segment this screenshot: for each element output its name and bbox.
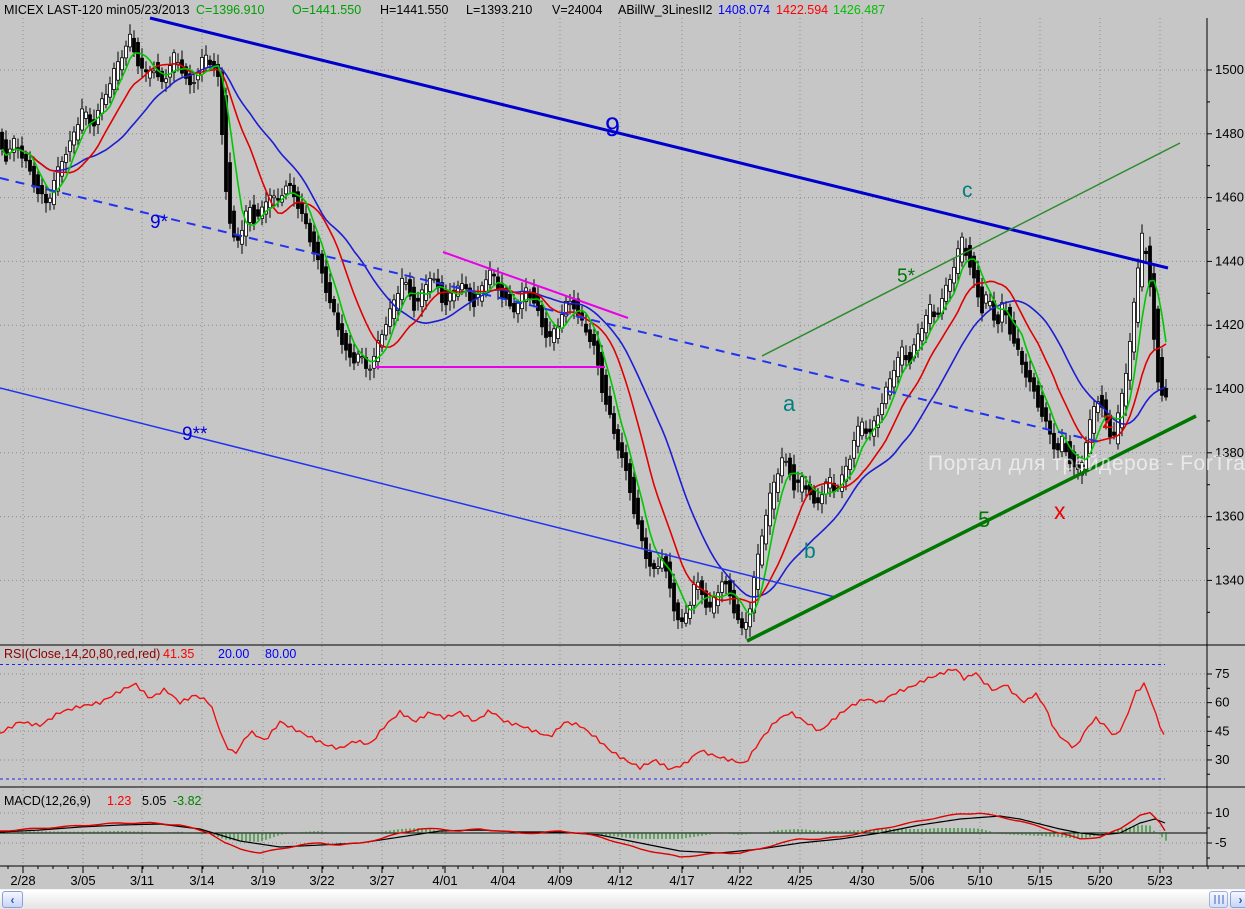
rsi-lower-band-value: 20.00 xyxy=(218,647,250,661)
svg-text:3/14: 3/14 xyxy=(189,873,214,888)
scroll-left-button[interactable]: ‹ xyxy=(2,891,23,908)
svg-text:3/05: 3/05 xyxy=(70,873,95,888)
svg-text:3/11: 3/11 xyxy=(130,873,154,888)
macd-hist-value: -3.82 xyxy=(173,794,202,808)
macd-pane xyxy=(0,811,1207,858)
svg-text:1500: 1500 xyxy=(1215,62,1244,77)
magenta-diagonal[interactable] xyxy=(442,251,629,319)
macd-indicator-name: MACD(12,26,9) xyxy=(4,794,91,808)
down-channel-9star2[interactable] xyxy=(0,387,836,598)
horizontal-scrollbar[interactable]: ‹ › xyxy=(0,889,1245,909)
overlay-indicator-name: ABillW_3LinesII2 xyxy=(618,3,713,17)
svg-text:1340: 1340 xyxy=(1215,572,1244,587)
svg-text:4/25: 4/25 xyxy=(787,873,812,888)
svg-text:1420: 1420 xyxy=(1215,317,1244,332)
svg-text:4/30: 4/30 xyxy=(849,873,874,888)
svg-text:5/06: 5/06 xyxy=(909,873,934,888)
svg-text:4/09: 4/09 xyxy=(547,873,572,888)
svg-text:c: c xyxy=(962,179,973,202)
svg-text:1480: 1480 xyxy=(1215,126,1244,141)
trendlines xyxy=(0,16,1197,643)
svg-text:1380: 1380 xyxy=(1215,445,1244,460)
svg-text:9*: 9* xyxy=(150,212,169,233)
quote-date: 05/23/2013 xyxy=(127,3,190,17)
svg-text:1440: 1440 xyxy=(1215,253,1244,268)
svg-text:5: 5 xyxy=(978,507,990,532)
wave-annotations: 9 9* 9** c 5* a b 5 z x xyxy=(150,112,1114,563)
x-axis-labels: 2/28 3/05 3/11 3/14 3/19 3/22 3/27 4/01 4/04 4/09… xyxy=(10,873,1172,888)
svg-text:z: z xyxy=(1102,407,1114,433)
down-channel-9[interactable] xyxy=(149,16,1169,270)
scroll-right-button[interactable]: › xyxy=(1230,891,1245,908)
svg-text:10: 10 xyxy=(1215,805,1229,820)
quote-low: L=1393.210 xyxy=(466,3,533,17)
rsi-upper-band-value: 80.00 xyxy=(265,647,297,661)
svg-text:5/10: 5/10 xyxy=(967,873,992,888)
up-channel-5[interactable] xyxy=(746,414,1197,643)
down-channel-9star[interactable] xyxy=(0,177,1101,443)
quote-high: H=1441.550 xyxy=(380,3,449,17)
grid xyxy=(0,18,1207,866)
svg-text:4/17: 4/17 xyxy=(669,873,694,888)
svg-text:9: 9 xyxy=(605,112,620,142)
macd-current-value: 1.23 xyxy=(107,794,132,808)
svg-text:5/15: 5/15 xyxy=(1027,873,1052,888)
svg-text:75: 75 xyxy=(1215,666,1229,681)
svg-text:a: a xyxy=(783,391,796,416)
svg-text:-5: -5 xyxy=(1215,835,1227,850)
svg-text:4/22: 4/22 xyxy=(727,873,752,888)
overlay-line3-value: 1426.487 xyxy=(833,3,886,17)
svg-text:45: 45 xyxy=(1215,723,1229,738)
svg-text:9**: 9** xyxy=(182,424,208,445)
svg-text:2/28: 2/28 xyxy=(10,873,35,888)
svg-text:1460: 1460 xyxy=(1215,190,1244,205)
svg-text:x: x xyxy=(1054,498,1066,524)
axes xyxy=(0,18,1245,873)
svg-text:5/20: 5/20 xyxy=(1087,873,1112,888)
y-axis-labels: 1500 1480 1460 1440 1420 1400 1380 1360 1340 75 60… xyxy=(1215,62,1244,850)
rsi-pane-label: RSI(Close,14,20,80,red,red) 41.35 20.00 … xyxy=(0,647,1245,661)
svg-text:4/04: 4/04 xyxy=(490,873,515,888)
svg-text:3/19: 3/19 xyxy=(250,873,275,888)
up-channel-5star[interactable] xyxy=(761,142,1181,357)
svg-text:4/01: 4/01 xyxy=(432,873,457,888)
svg-text:60: 60 xyxy=(1215,695,1229,710)
symbol-timeframe: MICEX LAST-120 min xyxy=(4,3,127,17)
svg-text:5*: 5* xyxy=(897,266,916,287)
quote-open: O=1441.550 xyxy=(292,3,362,17)
macd-pane-label: MACD(12,26,9) 1.23 5.05 -3.82 xyxy=(0,794,1245,808)
rsi-bands xyxy=(0,663,1165,780)
quote-close: C=1396.910 xyxy=(196,3,265,17)
watermark: Портал для трейдеров - ForTrader.ru xyxy=(928,452,1245,475)
macd-signal-value: 5.05 xyxy=(142,794,167,808)
svg-text:4/12: 4/12 xyxy=(607,873,632,888)
svg-text:5/23: 5/23 xyxy=(1147,873,1172,888)
svg-text:30: 30 xyxy=(1215,752,1229,767)
rsi-current-value: 41.35 xyxy=(163,647,195,661)
overlay-line1-value: 1408.074 xyxy=(718,3,771,17)
pane-dividers xyxy=(0,644,1245,788)
svg-text:1400: 1400 xyxy=(1215,381,1244,396)
overlay-line2-value: 1422.594 xyxy=(776,3,829,17)
quote-header: MICEX LAST-120 min 05/23/2013 C=1396.910… xyxy=(0,3,1245,18)
svg-text:3/27: 3/27 xyxy=(369,873,394,888)
rsi-indicator-name: RSI(Close,14,20,80,red,red) xyxy=(4,647,161,661)
rsi-line xyxy=(0,668,1165,771)
svg-text:3/22: 3/22 xyxy=(309,873,334,888)
svg-text:1360: 1360 xyxy=(1215,509,1244,524)
quote-volume: V=24004 xyxy=(552,3,603,17)
scroll-grip[interactable] xyxy=(1209,891,1228,908)
svg-text:b: b xyxy=(804,540,816,563)
